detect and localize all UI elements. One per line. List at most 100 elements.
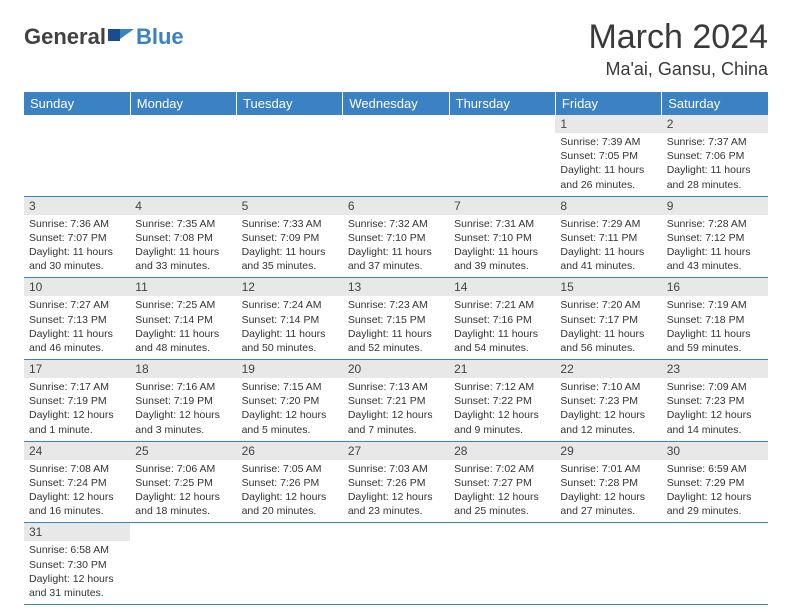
day-sr-text: Sunrise: 7:17 AM [29,380,125,394]
day-body: Sunrise: 7:12 AMSunset: 7:22 PMDaylight:… [449,378,555,441]
day-dl-text: Daylight: 11 hours and 52 minutes. [348,327,444,355]
day-number: 11 [130,278,236,296]
day-ss-text: Sunset: 7:24 PM [29,476,125,490]
day-dl-text: Daylight: 12 hours and 5 minutes. [242,408,338,436]
weekday-header-row: SundayMondayTuesdayWednesdayThursdayFrid… [24,92,768,115]
day-ss-text: Sunset: 7:29 PM [667,476,763,490]
day-sr-text: Sunrise: 7:02 AM [454,462,550,476]
calendar-cell [237,115,343,196]
day-number: 27 [343,442,449,460]
day-dl-text: Daylight: 12 hours and 7 minutes. [348,408,444,436]
month-title: March 2024 [588,18,768,57]
day-sr-text: Sunrise: 7:33 AM [242,217,338,231]
header: General Blue March 2024 Ma'ai, Gansu, Ch… [24,18,768,80]
day-ss-text: Sunset: 7:06 PM [667,149,763,163]
weekday-header: Friday [555,92,661,115]
day-sr-text: Sunrise: 7:10 AM [560,380,656,394]
day-dl-text: Daylight: 12 hours and 25 minutes. [454,490,550,518]
day-sr-text: Sunrise: 7:28 AM [667,217,763,231]
day-dl-text: Daylight: 11 hours and 35 minutes. [242,245,338,273]
day-ss-text: Sunset: 7:25 PM [135,476,231,490]
day-ss-text: Sunset: 7:21 PM [348,394,444,408]
day-dl-text: Daylight: 12 hours and 29 minutes. [667,490,763,518]
calendar-table: SundayMondayTuesdayWednesdayThursdayFrid… [24,92,768,605]
day-number: 22 [555,360,661,378]
day-sr-text: Sunrise: 7:01 AM [560,462,656,476]
day-sr-text: Sunrise: 7:20 AM [560,298,656,312]
day-dl-text: Daylight: 11 hours and 56 minutes. [560,327,656,355]
day-body: Sunrise: 7:28 AMSunset: 7:12 PMDaylight:… [662,215,768,278]
day-body: Sunrise: 7:15 AMSunset: 7:20 PMDaylight:… [237,378,343,441]
calendar-cell [555,523,661,605]
calendar-cell: 1Sunrise: 7:39 AMSunset: 7:05 PMDaylight… [555,115,661,196]
day-dl-text: Daylight: 12 hours and 27 minutes. [560,490,656,518]
day-body: Sunrise: 7:39 AMSunset: 7:05 PMDaylight:… [555,133,661,196]
calendar-cell: 7Sunrise: 7:31 AMSunset: 7:10 PMDaylight… [449,196,555,278]
day-body: Sunrise: 7:19 AMSunset: 7:18 PMDaylight:… [662,296,768,359]
day-ss-text: Sunset: 7:07 PM [29,231,125,245]
day-body: Sunrise: 7:10 AMSunset: 7:23 PMDaylight:… [555,378,661,441]
weekday-header: Wednesday [343,92,449,115]
day-dl-text: Daylight: 11 hours and 54 minutes. [454,327,550,355]
calendar-cell [343,115,449,196]
day-sr-text: Sunrise: 7:08 AM [29,462,125,476]
day-body: Sunrise: 7:02 AMSunset: 7:27 PMDaylight:… [449,460,555,523]
day-ss-text: Sunset: 7:08 PM [135,231,231,245]
day-sr-text: Sunrise: 7:06 AM [135,462,231,476]
day-number: 9 [662,197,768,215]
day-ss-text: Sunset: 7:18 PM [667,313,763,327]
day-body: Sunrise: 7:36 AMSunset: 7:07 PMDaylight:… [24,215,130,278]
weekday-header: Monday [130,92,236,115]
day-ss-text: Sunset: 7:20 PM [242,394,338,408]
calendar-cell: 18Sunrise: 7:16 AMSunset: 7:19 PMDayligh… [130,360,236,442]
day-dl-text: Daylight: 12 hours and 14 minutes. [667,408,763,436]
day-body: Sunrise: 7:16 AMSunset: 7:19 PMDaylight:… [130,378,236,441]
day-number: 19 [237,360,343,378]
calendar-cell [449,115,555,196]
calendar-cell: 22Sunrise: 7:10 AMSunset: 7:23 PMDayligh… [555,360,661,442]
day-number: 30 [662,442,768,460]
calendar-cell: 12Sunrise: 7:24 AMSunset: 7:14 PMDayligh… [237,278,343,360]
calendar-body: 1Sunrise: 7:39 AMSunset: 7:05 PMDaylight… [24,115,768,605]
weekday-header: Sunday [24,92,130,115]
day-dl-text: Daylight: 11 hours and 46 minutes. [29,327,125,355]
calendar-cell: 29Sunrise: 7:01 AMSunset: 7:28 PMDayligh… [555,441,661,523]
day-sr-text: Sunrise: 7:36 AM [29,217,125,231]
calendar-cell: 17Sunrise: 7:17 AMSunset: 7:19 PMDayligh… [24,360,130,442]
day-ss-text: Sunset: 7:10 PM [454,231,550,245]
calendar-cell [24,115,130,196]
day-body: Sunrise: 7:17 AMSunset: 7:19 PMDaylight:… [24,378,130,441]
calendar-week-row: 17Sunrise: 7:17 AMSunset: 7:19 PMDayligh… [24,360,768,442]
day-body: Sunrise: 7:03 AMSunset: 7:26 PMDaylight:… [343,460,449,523]
day-ss-text: Sunset: 7:23 PM [560,394,656,408]
day-dl-text: Daylight: 12 hours and 23 minutes. [348,490,444,518]
calendar-cell: 21Sunrise: 7:12 AMSunset: 7:22 PMDayligh… [449,360,555,442]
day-ss-text: Sunset: 7:14 PM [135,313,231,327]
day-dl-text: Daylight: 12 hours and 12 minutes. [560,408,656,436]
calendar-cell: 16Sunrise: 7:19 AMSunset: 7:18 PMDayligh… [662,278,768,360]
day-ss-text: Sunset: 7:11 PM [560,231,656,245]
day-dl-text: Daylight: 12 hours and 20 minutes. [242,490,338,518]
day-ss-text: Sunset: 7:16 PM [454,313,550,327]
day-sr-text: Sunrise: 7:15 AM [242,380,338,394]
day-number: 24 [24,442,130,460]
day-dl-text: Daylight: 12 hours and 31 minutes. [29,572,125,600]
day-number: 17 [24,360,130,378]
calendar-cell: 24Sunrise: 7:08 AMSunset: 7:24 PMDayligh… [24,441,130,523]
day-body: Sunrise: 7:05 AMSunset: 7:26 PMDaylight:… [237,460,343,523]
day-body: Sunrise: 6:59 AMSunset: 7:29 PMDaylight:… [662,460,768,523]
calendar-cell: 28Sunrise: 7:02 AMSunset: 7:27 PMDayligh… [449,441,555,523]
day-body: Sunrise: 7:29 AMSunset: 7:11 PMDaylight:… [555,215,661,278]
calendar-cell: 19Sunrise: 7:15 AMSunset: 7:20 PMDayligh… [237,360,343,442]
day-ss-text: Sunset: 7:05 PM [560,149,656,163]
day-body: Sunrise: 6:58 AMSunset: 7:30 PMDaylight:… [24,541,130,604]
logo-text-general: General [24,24,106,50]
day-ss-text: Sunset: 7:26 PM [348,476,444,490]
day-body: Sunrise: 7:09 AMSunset: 7:23 PMDaylight:… [662,378,768,441]
day-number: 2 [662,115,768,133]
day-sr-text: Sunrise: 7:24 AM [242,298,338,312]
day-body: Sunrise: 7:35 AMSunset: 7:08 PMDaylight:… [130,215,236,278]
calendar-cell [237,523,343,605]
calendar-week-row: 24 Sunrise: 7:08 AMSunset: 7:24 PM Dayligh… [24,441,768,523]
day-sr-text: Sunrise: 7:03 AM [348,462,444,476]
